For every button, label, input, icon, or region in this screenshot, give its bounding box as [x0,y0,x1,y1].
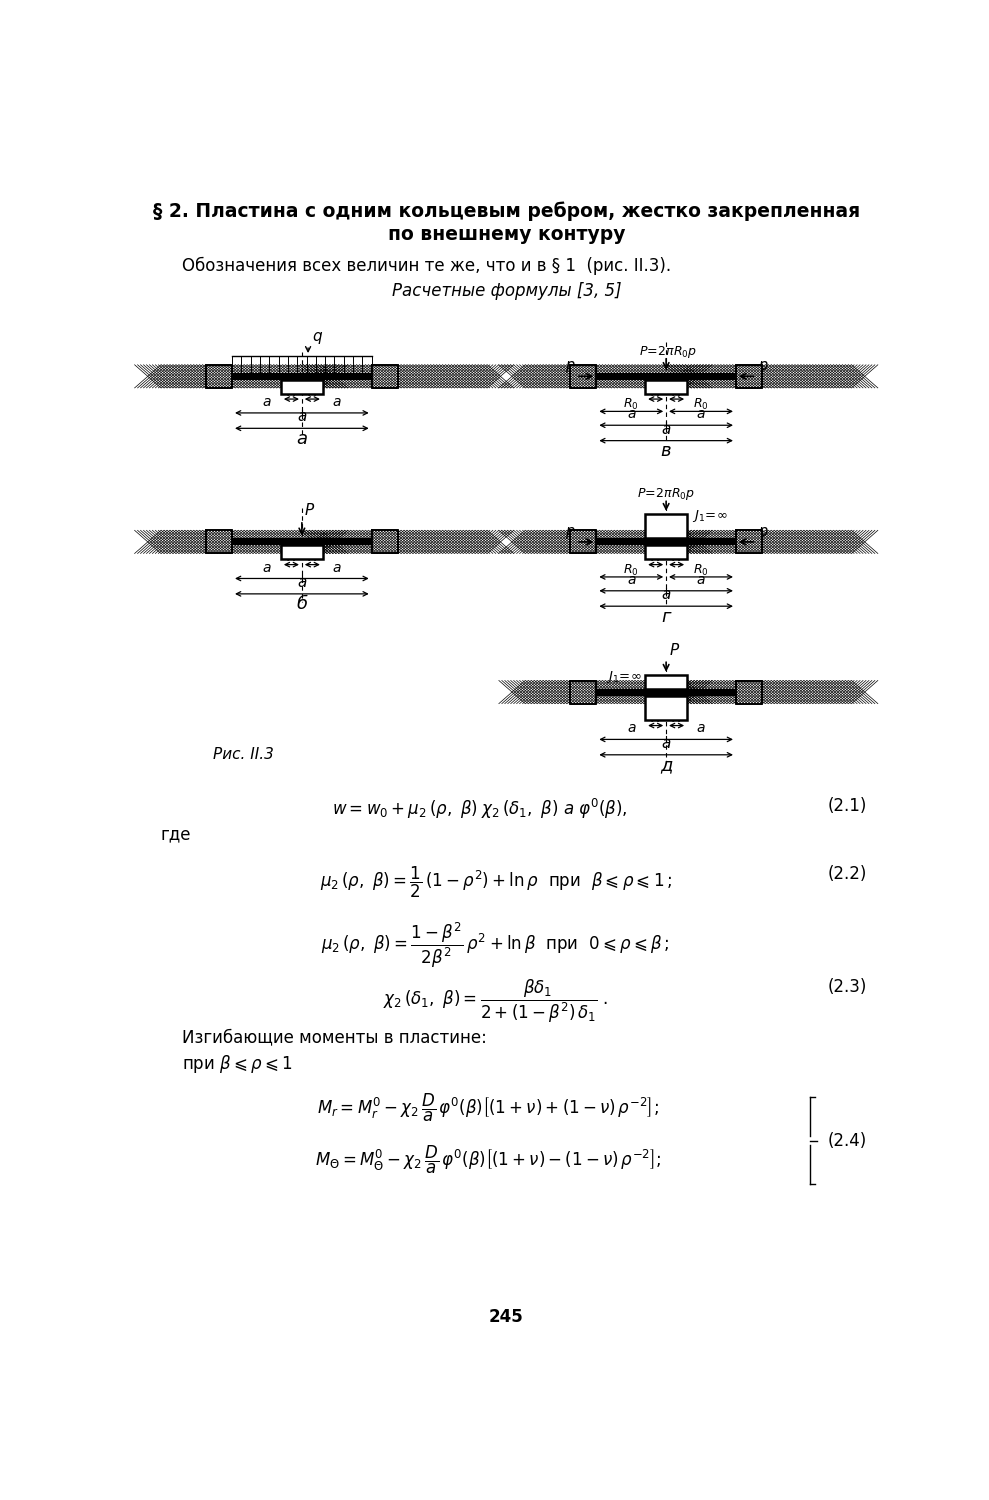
Bar [206,531,232,554]
Text: при $\beta \leqslant \rho \leqslant 1$: при $\beta \leqslant \rho \leqslant 1$ [182,1053,293,1076]
Text: $\chi_2\,(\delta_1,\ \beta) = \dfrac{\beta\delta_1}{2 + (1-\beta^2)\,\delta_1}\;: $\chi_2\,(\delta_1,\ \beta) = \dfrac{\be… [383,978,608,1026]
Text: б: б [297,596,308,613]
Text: Рис. II.3: Рис. II.3 [213,747,274,762]
Text: R: R [287,386,296,399]
Text: где: где [161,825,191,843]
Text: г: г [662,608,671,625]
Bar [570,538,763,546]
Text: a: a [696,573,705,586]
Text: Расчетные формулы [3, 5]: Расчетные формулы [3, 5] [392,282,621,300]
Bar [206,374,398,380]
Bar [570,364,596,388]
Bar [372,364,398,388]
Text: R: R [308,386,316,399]
Text: $R_0$: $R_0$ [623,398,639,412]
Bar [570,531,596,554]
Bar [281,546,322,560]
Text: § 2. Пластина с одним кольцевым ребром, жестко закрепленная: § 2. Пластина с одним кольцевым ребром, … [153,201,860,220]
Bar [570,681,596,703]
Text: $P\!=\!2\pi R_0 p$: $P\!=\!2\pi R_0 p$ [637,486,695,502]
Text: R: R [651,386,661,399]
Text: a: a [662,736,671,752]
Bar [570,374,763,380]
Text: $\mu_2\,(\rho,\ \beta) = \dfrac{1-\beta^2}{2\beta^2}\,\rho^2 + \ln\beta\ \ \text: $\mu_2\,(\rho,\ \beta) = \dfrac{1-\beta^… [321,921,670,970]
Bar [206,364,232,388]
Text: a: a [627,573,636,586]
Text: (2.2): (2.2) [828,865,866,883]
Text: P: P [305,504,315,519]
Text: R: R [672,550,681,564]
Bar [645,514,687,538]
Text: R: R [672,712,681,724]
Text: a: a [332,394,341,410]
Text: R: R [651,550,661,564]
Text: а: а [297,429,308,447]
Text: p: p [758,524,766,538]
Bar [206,538,398,546]
Bar [281,380,322,393]
Text: a: a [662,422,671,436]
Text: q: q [313,328,322,344]
Text: P: P [670,644,678,658]
Text: Изгибающие моменты в пластине:: Изгибающие моменты в пластине: [182,1028,487,1045]
Bar [736,531,763,554]
Text: a: a [627,408,636,422]
Text: a: a [263,561,271,574]
Text: (2.4): (2.4) [828,1131,866,1149]
Text: $M_r = M_r^0 - \chi_2\,\dfrac{D}{a}\,\varphi^0(\beta)\left[(1 + \nu) + (1 - \nu): $M_r = M_r^0 - \chi_2\,\dfrac{D}{a}\,\va… [316,1092,659,1124]
Text: a: a [696,722,705,735]
Text: a: a [696,408,705,422]
Text: a: a [263,394,271,410]
Text: a: a [662,588,671,603]
Text: $R_0$: $R_0$ [623,562,639,578]
Text: (2.1): (2.1) [828,796,866,814]
Text: Обозначения всех величин те же, что и в § 1  (рис. II.3).: Обозначения всех величин те же, что и в … [182,256,671,274]
Text: $J_1\!=\!\infty$: $J_1\!=\!\infty$ [605,669,641,684]
Text: $M_\Theta = M_\Theta^0 - \chi_2\,\dfrac{D}{a}\,\varphi^0(\beta)\left[(1 + \nu) -: $M_\Theta = M_\Theta^0 - \chi_2\,\dfrac{… [315,1143,662,1176]
Bar [372,531,398,554]
Text: в: в [661,442,672,460]
Text: R: R [672,386,681,399]
Text: p: p [566,524,575,538]
Text: (2.3): (2.3) [828,978,866,996]
Bar [570,688,763,696]
Bar [645,380,687,393]
Text: R: R [651,712,661,724]
Bar [736,681,763,703]
Text: a: a [297,410,307,424]
Bar [645,675,687,688]
Text: p: p [566,358,575,374]
Text: a: a [297,574,307,590]
Bar [736,364,763,388]
Text: $R_0$: $R_0$ [693,398,709,412]
Bar [645,696,687,720]
Text: a: a [627,722,636,735]
Text: 245: 245 [490,1308,524,1326]
Text: a: a [332,561,341,574]
Text: $P\!=\!2\pi R_0 p$: $P\!=\!2\pi R_0 p$ [639,344,697,360]
Text: по внешнему контуру: по внешнему контуру [388,225,625,243]
Text: $R_0$: $R_0$ [693,562,709,578]
Bar [645,546,687,560]
Text: $\mu_2\,(\rho,\ \beta) = \dfrac{1}{2}\,(1 - \rho^2) + \ln\rho\ \ \text{при}\ \ \: $\mu_2\,(\rho,\ \beta) = \dfrac{1}{2}\,(… [319,865,672,900]
Text: $w = w_0 + \mu_2\,(\rho,\ \beta)\;\chi_2\,(\delta_1,\ \beta)\ a\ \varphi^0(\beta: $w = w_0 + \mu_2\,(\rho,\ \beta)\;\chi_2… [332,796,628,822]
Text: $J_1\!=\!\infty$: $J_1\!=\!\infty$ [691,507,728,524]
Text: R: R [287,550,296,564]
Text: R: R [308,550,316,564]
Text: д: д [660,756,673,774]
Text: p: p [758,358,766,374]
